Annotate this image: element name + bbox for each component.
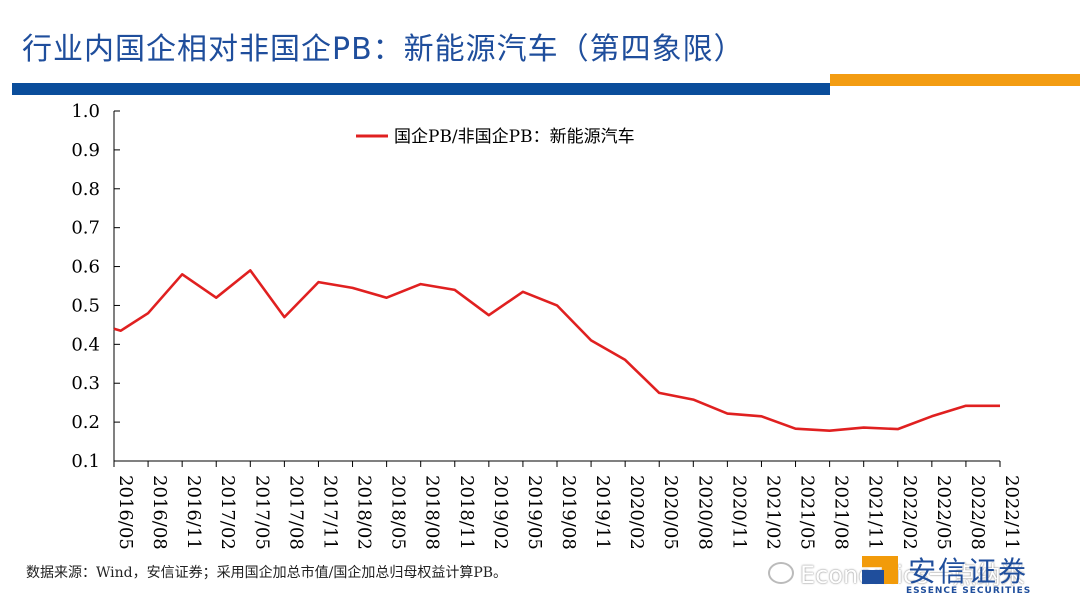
logo-name-en: ESSENCE SECURITIES <box>906 586 1032 596</box>
x-tick-label: 2020/02 <box>626 475 647 550</box>
x-tick-label: 2019/08 <box>558 475 579 550</box>
y-tick-label: 0.7 <box>71 218 100 239</box>
x-tick-label: 2021/08 <box>831 475 852 550</box>
chart-series <box>113 269 1000 432</box>
x-tick-label: 2020/08 <box>694 475 715 550</box>
x-tick-label: 2022/08 <box>967 475 988 550</box>
y-tick-label: 0.5 <box>71 295 100 316</box>
x-tick-label: 2016/05 <box>115 475 136 550</box>
x-tick-label: 2020/11 <box>728 475 749 550</box>
x-tick-label: 2018/02 <box>354 475 375 550</box>
y-tick-label: 0.3 <box>71 373 100 394</box>
x-tick-label: 2017/11 <box>319 475 340 550</box>
x-tick-label: 2019/05 <box>524 475 545 550</box>
source-footnote: 数据来源：Wind，安信证券；采用国企加总市值/国企加总归母权益计算PB。 <box>26 565 508 581</box>
y-tick-label: 0.9 <box>71 140 100 161</box>
legend-label: 国企PB/非国企PB：新能源汽车 <box>394 127 635 147</box>
y-tick-label: 0.1 <box>71 451 100 472</box>
x-tick-label: 2017/05 <box>251 475 272 550</box>
y-tick-label: 1.0 <box>71 101 100 122</box>
x-axis-ticks: 2016/05 2016/08 2016/11 2017/02 2017/05 2017/… <box>113 461 1022 550</box>
x-tick-label: 2021/02 <box>762 475 783 550</box>
y-tick-label: 0.4 <box>71 334 100 355</box>
x-tick-label: 2016/11 <box>183 475 204 550</box>
line-chart: 1.00.90.80.70.60.50.40.30.20.1 2016/05 20… <box>71 101 1022 550</box>
x-tick-label: 2019/11 <box>592 475 613 550</box>
x-tick-label: 2021/11 <box>865 475 886 550</box>
x-tick-label: 2017/08 <box>285 475 306 550</box>
x-tick-label: 2018/05 <box>388 475 409 550</box>
series-line <box>113 269 1000 432</box>
y-tick-label: 0.8 <box>71 179 100 200</box>
y-tick-label: 0.6 <box>71 257 100 278</box>
logo-name-cn: 安信证券 <box>908 555 1029 588</box>
y-tick-label: 0.2 <box>71 412 100 433</box>
x-tick-label: 2016/08 <box>149 475 170 550</box>
x-tick-label: 2022/02 <box>899 475 920 550</box>
y-axis-ticks: 1.0 0.9 0.8 0.7 0.6 0.5 0.4 0.3 0.2 0.1 <box>71 101 120 472</box>
chart-legend: 国企PB/非国企PB：新能源汽车 <box>356 127 635 147</box>
wechat-icon <box>768 561 794 584</box>
x-tick-label: 2018/11 <box>456 475 477 550</box>
logo-mark-icon-secondary <box>862 570 884 584</box>
watermark-text: Economics一点纳米 <box>800 561 1025 589</box>
x-tick-label: 2020/05 <box>660 475 681 550</box>
x-tick-label: 2021/05 <box>797 475 818 550</box>
title-underline-blue <box>12 83 830 95</box>
x-tick-label: 2019/02 <box>490 475 511 550</box>
watermark: Economics一点纳米 <box>768 555 1025 590</box>
x-tick-label: 2017/02 <box>217 475 238 550</box>
chart-axes <box>113 111 1000 462</box>
x-tick-label: 2018/08 <box>422 475 443 550</box>
x-tick-label: 2022/11 <box>1001 475 1022 550</box>
x-tick-label: 2022/05 <box>933 475 954 550</box>
company-logo: 安信证券 ESSENCE SECURITIES <box>862 550 1062 610</box>
page-title: 行业内国企相对非国企PB：新能源汽车（第四象限） <box>22 32 745 67</box>
title-underline-orange <box>830 74 1080 86</box>
